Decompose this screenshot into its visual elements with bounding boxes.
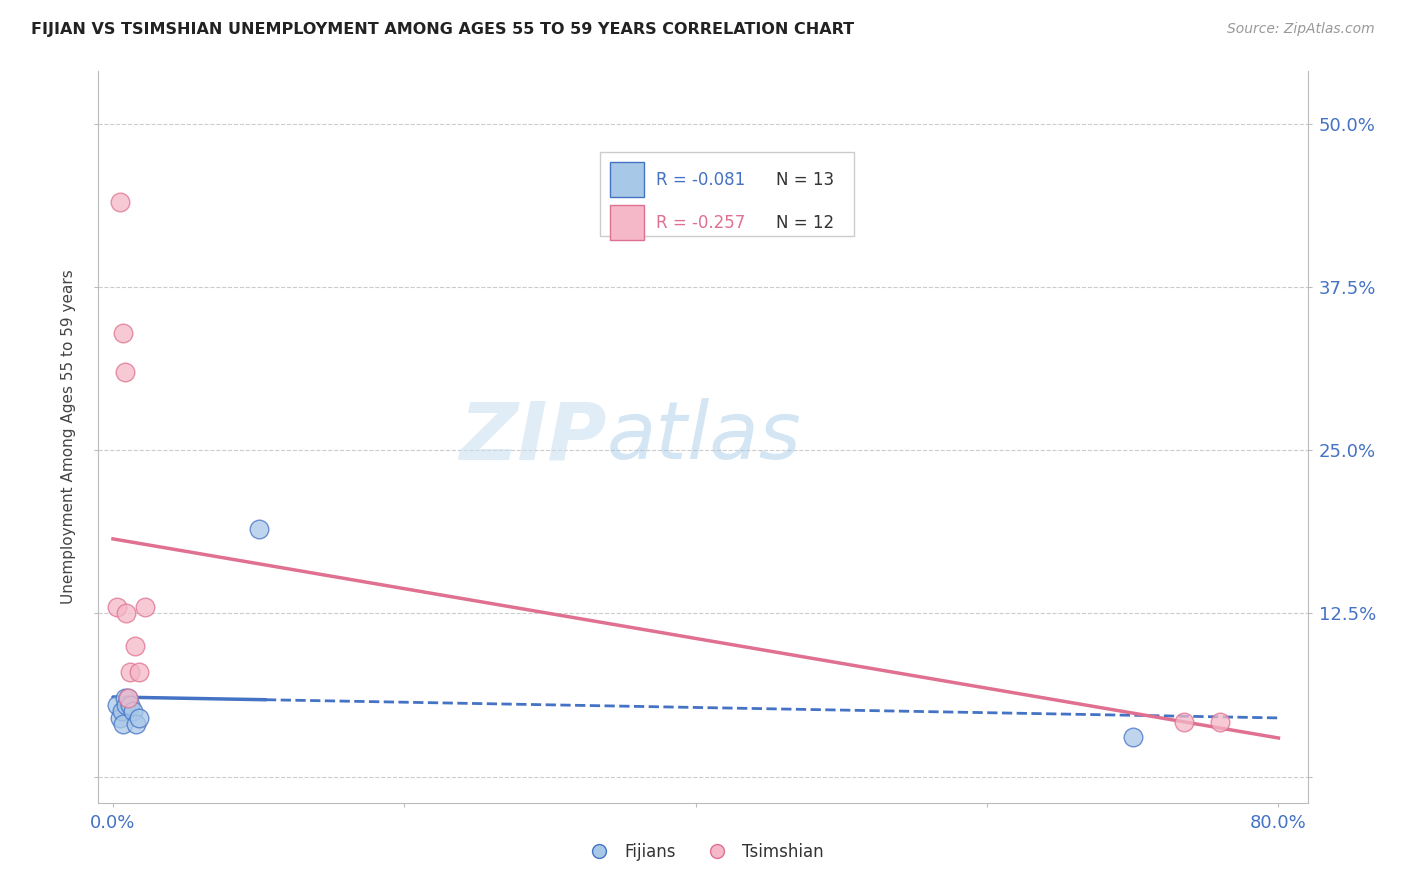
Point — [115, 698, 138, 712]
Point — [110, 711, 132, 725]
Text: N = 13: N = 13 — [776, 170, 834, 188]
Point — [128, 665, 150, 680]
Point — [1122, 731, 1144, 745]
Point — [128, 711, 150, 725]
Point — [120, 698, 142, 712]
Point — [134, 599, 156, 614]
FancyBboxPatch shape — [600, 152, 855, 235]
Text: R = -0.081: R = -0.081 — [655, 170, 745, 188]
Y-axis label: Unemployment Among Ages 55 to 59 years: Unemployment Among Ages 55 to 59 years — [62, 269, 76, 605]
Bar — [610, 162, 644, 197]
Point — [115, 607, 138, 621]
Point — [114, 691, 136, 706]
Point — [122, 705, 145, 719]
Point — [114, 365, 136, 379]
Legend: Fijians, Tsimshian: Fijians, Tsimshian — [575, 837, 831, 868]
Point — [117, 691, 139, 706]
Point — [120, 665, 142, 680]
Text: N = 12: N = 12 — [776, 214, 834, 232]
Text: ZIP: ZIP — [458, 398, 606, 476]
Point — [110, 194, 132, 209]
Text: atlas: atlas — [606, 398, 801, 476]
Text: Source: ZipAtlas.com: Source: ZipAtlas.com — [1227, 22, 1375, 37]
Point — [105, 698, 128, 712]
Text: R = -0.257: R = -0.257 — [655, 214, 745, 232]
Point — [125, 717, 148, 731]
Point — [112, 326, 135, 340]
Point — [247, 521, 270, 535]
Bar — [610, 205, 644, 240]
Point — [1173, 714, 1195, 729]
Point — [1209, 714, 1232, 729]
Point — [112, 717, 135, 731]
Text: FIJIAN VS TSIMSHIAN UNEMPLOYMENT AMONG AGES 55 TO 59 YEARS CORRELATION CHART: FIJIAN VS TSIMSHIAN UNEMPLOYMENT AMONG A… — [31, 22, 853, 37]
Point — [124, 639, 146, 653]
Point — [111, 705, 134, 719]
Point — [105, 599, 128, 614]
Point — [117, 691, 139, 706]
